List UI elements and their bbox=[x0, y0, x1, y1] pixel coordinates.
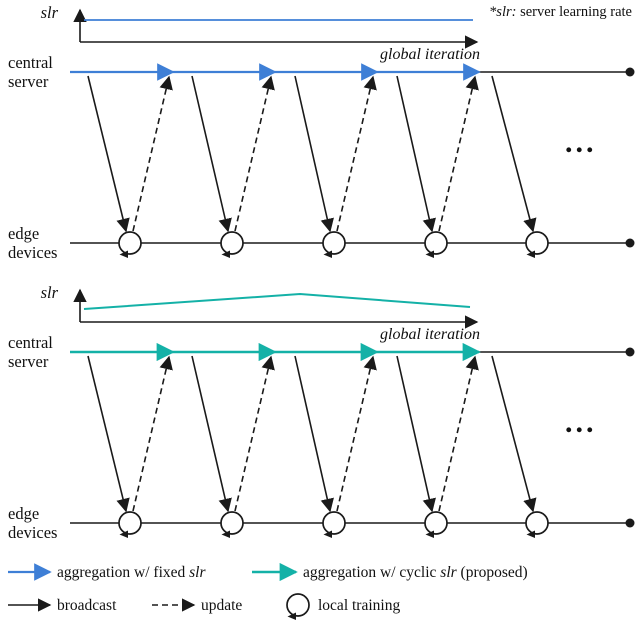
slr-definition-text: server learning rate bbox=[516, 4, 632, 20]
update-arrow bbox=[132, 355, 173, 512]
legend-broadcast-label: broadcast bbox=[57, 597, 117, 614]
legend-local-training-label: local training bbox=[318, 597, 400, 614]
local-training-node bbox=[118, 511, 142, 539]
central-server-label-2: server bbox=[8, 72, 49, 91]
continuation-ellipsis: ... bbox=[565, 406, 597, 439]
update-arrow bbox=[336, 355, 377, 512]
local-training-node bbox=[118, 231, 142, 259]
broadcast-arrow bbox=[191, 75, 232, 233]
local-training-nodes bbox=[118, 511, 549, 539]
legend-fixed-label: aggregation w/ fixed slr bbox=[57, 564, 206, 581]
broadcast-arrow bbox=[396, 75, 436, 233]
edge-devices-label: edge bbox=[8, 504, 39, 523]
update-arrow bbox=[234, 75, 275, 232]
update-arrow bbox=[234, 355, 275, 512]
legend-local-training-node bbox=[286, 593, 310, 621]
continuation-ellipsis: ... bbox=[565, 126, 597, 159]
local-training-nodes bbox=[118, 231, 549, 259]
broadcast-arrow bbox=[491, 355, 537, 513]
broadcast-arrow bbox=[491, 75, 537, 233]
legend-cyclic-label: aggregation w/ cyclic slr (proposed) bbox=[303, 564, 528, 581]
server-timeline-end-dot bbox=[625, 67, 635, 77]
update-arrow bbox=[438, 355, 479, 512]
local-training-node bbox=[322, 511, 346, 539]
local-training-node bbox=[424, 231, 448, 259]
broadcast-arrows bbox=[87, 75, 537, 233]
edge-devices-label-2: devices bbox=[8, 523, 57, 542]
broadcast-arrow bbox=[191, 355, 232, 513]
local-training-node bbox=[220, 511, 244, 539]
broadcast-arrow bbox=[87, 75, 130, 233]
local-training-node bbox=[525, 231, 549, 259]
slr-definition-term: *slr: bbox=[489, 4, 516, 20]
update-arrow bbox=[336, 75, 377, 232]
edge-devices-label-2: devices bbox=[8, 243, 57, 262]
broadcast-arrow bbox=[396, 355, 436, 513]
global-iteration-label: global iteration bbox=[380, 46, 480, 63]
local-training-node bbox=[424, 511, 448, 539]
local-training-node bbox=[525, 511, 549, 539]
server-timeline-end-dot bbox=[625, 347, 635, 357]
global-iteration-label: global iteration bbox=[380, 326, 480, 343]
update-arrow bbox=[438, 75, 479, 232]
update-arrow bbox=[132, 75, 173, 232]
central-server-label: central bbox=[8, 333, 53, 352]
broadcast-arrow bbox=[294, 75, 334, 233]
local-training-node bbox=[220, 231, 244, 259]
panel-fixed-slr: slr global iteration central server e bbox=[8, 3, 635, 262]
local-training-node bbox=[322, 231, 346, 259]
devices-timeline-end-dot bbox=[625, 238, 635, 248]
legend: aggregation w/ fixed slr aggregation w/ … bbox=[8, 562, 528, 621]
broadcast-arrows bbox=[87, 355, 537, 513]
slr-axis-label: slr bbox=[41, 3, 59, 22]
broadcast-arrow bbox=[294, 355, 334, 513]
edge-devices-label: edge bbox=[8, 224, 39, 243]
broadcast-arrow bbox=[87, 355, 130, 513]
slr-definition-note: *slr: server learning rate bbox=[489, 4, 632, 20]
central-server-label-2: server bbox=[8, 352, 49, 371]
legend-update-label: update bbox=[201, 597, 242, 614]
cyclic-slr-curve bbox=[83, 292, 471, 310]
central-server-label: central bbox=[8, 53, 53, 72]
update-arrows bbox=[132, 75, 479, 232]
update-arrows bbox=[132, 355, 479, 512]
panel-cyclic-slr: slr global iteration central server e bbox=[8, 283, 635, 542]
devices-timeline-end-dot bbox=[625, 518, 635, 528]
slr-axis-label: slr bbox=[41, 283, 59, 302]
